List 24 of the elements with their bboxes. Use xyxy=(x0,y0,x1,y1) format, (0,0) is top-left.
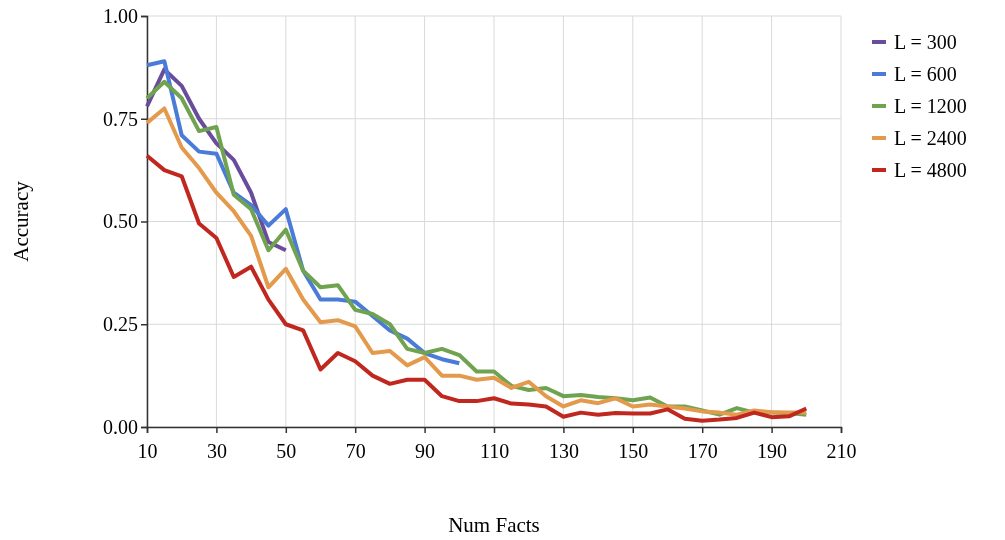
y-tick-label: 0.50 xyxy=(103,210,138,233)
x-tick-label: 130 xyxy=(548,440,579,462)
x-tick-label: 150 xyxy=(618,440,649,462)
legend-label: L = 300 xyxy=(894,31,957,53)
x-tick-label: 10 xyxy=(137,440,158,462)
y-tick-label: 1.00 xyxy=(103,4,138,27)
x-tick-label: 170 xyxy=(687,440,718,462)
x-tick-label: 90 xyxy=(415,440,436,462)
y-tick-label: 0.75 xyxy=(103,107,138,130)
x-tick-label: 210 xyxy=(826,440,857,462)
legend-label: L = 4800 xyxy=(894,159,967,181)
legend-label: L = 600 xyxy=(894,63,957,85)
x-tick-label: 190 xyxy=(757,440,788,462)
x-tick-label: 50 xyxy=(276,440,297,462)
x-axis-title: Num Facts xyxy=(448,513,540,537)
x-tick-label: 70 xyxy=(345,440,366,462)
x-tick-label: 30 xyxy=(206,440,227,462)
y-tick-label: 0.25 xyxy=(103,313,138,336)
legend-label: L = 2400 xyxy=(894,127,967,149)
line-series xyxy=(145,153,809,423)
y-axis-title: Accuracy xyxy=(9,180,33,262)
legend-label: L = 1200 xyxy=(894,95,967,117)
x-tick-label: 110 xyxy=(479,440,510,462)
y-tick-label: 0.00 xyxy=(103,415,138,438)
